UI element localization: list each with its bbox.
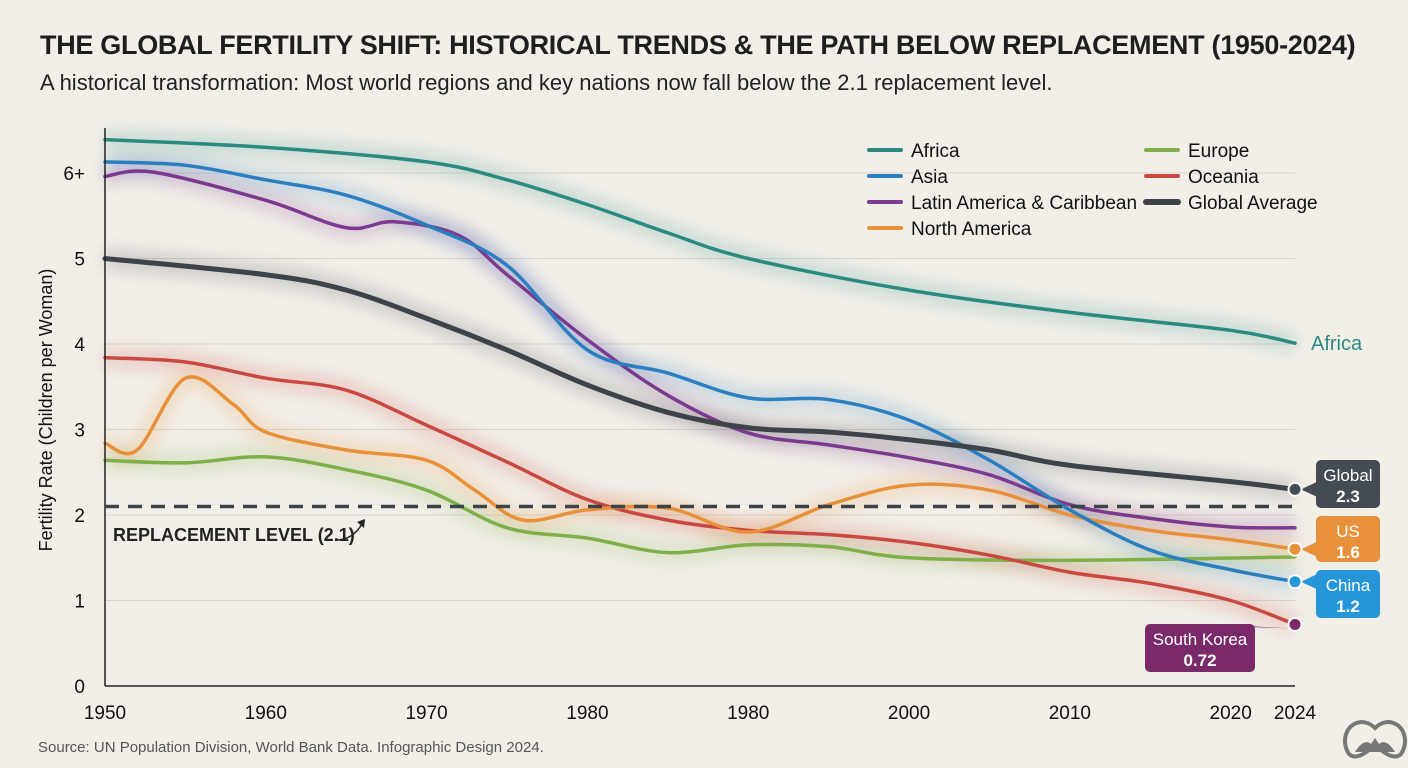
legend-label: Global Average (1188, 193, 1318, 214)
replacement-level-label: REPLACEMENT LEVEL (2.1) (113, 525, 355, 545)
callout-value: 1.6 (1336, 543, 1360, 562)
callout-pointer (1301, 481, 1318, 498)
legend-label: Europe (1188, 141, 1249, 162)
callout-global: Global 2.3 (1287, 460, 1380, 508)
callout-value: 2.3 (1336, 487, 1360, 506)
legend-item: Africa (867, 141, 960, 162)
legend-item: Global Average (1143, 193, 1318, 214)
callout-label: Global (1323, 466, 1372, 485)
legend-item: Asia (867, 167, 948, 188)
x-tick-label: 2010 (1049, 703, 1091, 724)
callout-box (1316, 516, 1380, 562)
series-line-oceania (103, 355, 1297, 627)
callout-label: China (1326, 576, 1371, 595)
callout-south-korea: South Korea 0.72 (1145, 616, 1303, 672)
callout-us: US 1.6 (1287, 516, 1380, 562)
source-note: Source: UN Population Division, World Ba… (38, 739, 544, 756)
legend: Africa Asia Latin America & Caribbean North… (867, 141, 1318, 240)
x-tick-label: 2020 (1210, 703, 1252, 724)
y-axis-label: Fertility Rate (Children per Woman) (36, 269, 56, 552)
replacement-line: REPLACEMENT LEVEL (2.1) (105, 504, 1295, 545)
legend-item: Europe (1144, 141, 1249, 162)
x-tick-label: 1970 (405, 703, 447, 724)
legend-label: Asia (911, 167, 948, 188)
callout-box (1145, 624, 1255, 672)
x-tick-label: 1950 (84, 703, 126, 724)
legend-label: Latin America & Caribbean (911, 193, 1137, 214)
endpoint-marker (1287, 541, 1303, 557)
series-glow-africa (104, 128, 1298, 354)
legend-label: Africa (911, 141, 960, 162)
x-tick-label: 1960 (245, 703, 287, 724)
callout-label: South Korea (1153, 630, 1248, 649)
legend-item: Oceania (1144, 167, 1259, 188)
endpoint-marker (1287, 481, 1303, 497)
series-line-global-average (102, 256, 1298, 492)
callout-box (1316, 460, 1380, 508)
series-line-africa (103, 137, 1297, 345)
callout-value: 1.2 (1336, 597, 1360, 616)
logo-icon (1343, 719, 1407, 759)
y-tick-label: 6+ (63, 164, 85, 185)
y-tick-label: 0 (74, 677, 85, 698)
x-tick-label: 1980 (566, 703, 608, 724)
arrowhead-icon (357, 519, 365, 528)
x-tick-label: 2024 (1274, 703, 1317, 724)
legend-label: North America (911, 219, 1032, 240)
legend-label: Oceania (1188, 167, 1259, 188)
series-line-asia (103, 160, 1297, 584)
callout-label: US (1336, 522, 1360, 541)
arrow-icon (335, 523, 363, 541)
y-tick-label: 3 (74, 421, 85, 442)
series-line-latin-america-caribbean (103, 169, 1297, 530)
y-tick-label: 1 (74, 592, 85, 613)
legend-item: North America (867, 219, 1032, 240)
y-tick-label: 2 (74, 506, 85, 527)
callout-pointer (1301, 541, 1318, 558)
callouts: Africa Global 2.3 US 1.6 China 1.2 South Korea 0… (1145, 333, 1380, 672)
series-line-europe (103, 454, 1297, 563)
callout-china: China 1.2 (1287, 570, 1380, 618)
callout-pointer (1301, 573, 1318, 590)
y-tick-label: 4 (74, 335, 85, 356)
endpoint-marker (1287, 616, 1303, 632)
callout-value: 0.72 (1183, 651, 1216, 670)
series-glow-oceania (104, 346, 1299, 635)
tick-labels: 0 1 2 3 4 5 6+ 1950 1960 1970 1980 1980 2000 2010 2020… (63, 164, 1316, 724)
endpoint-marker (1287, 574, 1303, 590)
x-tick-label: 2000 (888, 703, 930, 724)
africa-end-label: Africa (1311, 333, 1363, 355)
axes (104, 128, 1295, 687)
legend-item: Latin America & Caribbean (867, 193, 1137, 214)
page-subtitle: A historical transformation: Most world … (40, 70, 1053, 95)
callout-box (1316, 570, 1380, 618)
page-title: THE GLOBAL FERTILITY SHIFT: HISTORICAL T… (40, 30, 1356, 60)
y-tick-label: 5 (74, 250, 85, 271)
x-tick-label: 1980 (727, 703, 769, 724)
